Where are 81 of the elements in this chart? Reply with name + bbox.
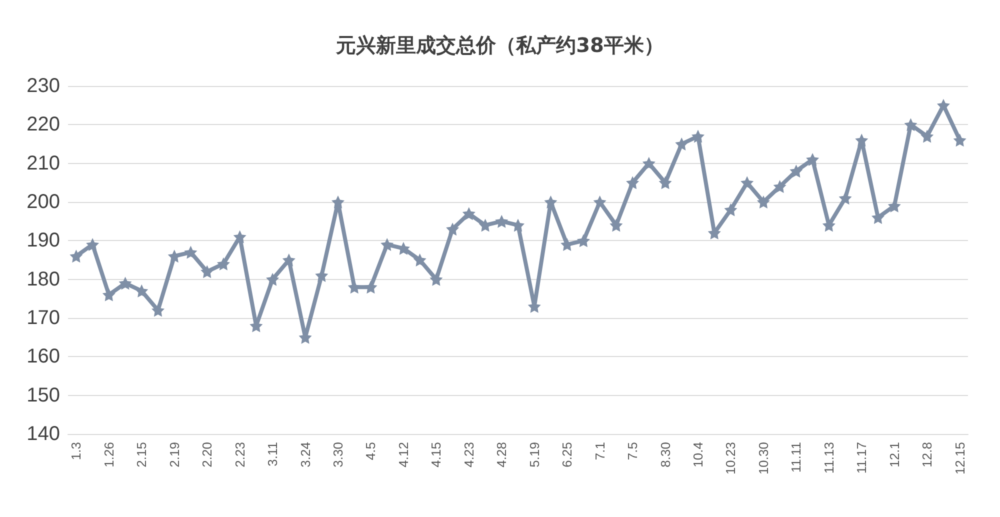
point (282, 254, 296, 266)
point (315, 268, 328, 282)
x-tick-label: 12.1 (886, 442, 902, 468)
x-tick-label: 3.11 (265, 442, 280, 466)
x-tick-label: 7.5 (625, 442, 640, 460)
point (413, 254, 426, 266)
point (102, 288, 116, 302)
point (642, 156, 656, 170)
x-tick-label: 12.15 (952, 442, 968, 475)
x-tick-label: 10.4 (690, 442, 706, 468)
point (920, 130, 934, 143)
point (773, 180, 786, 194)
x-tick-label: 2.20 (200, 442, 215, 468)
point (380, 238, 394, 252)
x-tick-label: 10.23 (723, 442, 738, 475)
point (740, 176, 754, 190)
x-tick-label: 4.23 (461, 442, 476, 468)
x-tick-label: 1.26 (101, 442, 116, 468)
x-tick-label: 10.30 (756, 442, 771, 475)
y-tick-label: 170 (26, 307, 60, 329)
y-tick-label: 140 (26, 423, 60, 445)
point (200, 265, 214, 278)
point (544, 196, 558, 208)
point (152, 304, 164, 317)
y-tick-label: 200 (26, 191, 60, 213)
point (658, 176, 672, 190)
x-tick-label: 4.28 (494, 442, 510, 468)
point (675, 138, 688, 150)
point (495, 214, 508, 228)
point (266, 272, 280, 286)
y-tick-label: 190 (26, 230, 60, 252)
x-tick-label: 2.15 (134, 442, 150, 468)
point (462, 207, 476, 220)
point (904, 118, 918, 132)
point (806, 152, 820, 166)
y-tick-label: 180 (26, 268, 60, 290)
x-tick-label: 3.24 (298, 442, 313, 468)
x-tick-label: 1.3 (68, 442, 84, 460)
x-tick-label: 2.19 (166, 442, 182, 468)
x-tick-label: 8.30 (658, 442, 673, 468)
point (184, 246, 198, 259)
point (446, 222, 460, 236)
point (626, 176, 640, 190)
y-tick-label: 220 (26, 114, 60, 136)
point (855, 134, 868, 147)
x-tick-label: 12.8 (920, 442, 935, 468)
point (86, 238, 100, 252)
x-tick-label: 4.12 (396, 442, 411, 468)
y-tick-label: 210 (26, 152, 60, 174)
x-tick-label: 3.30 (330, 442, 346, 468)
y-tick-label: 160 (26, 346, 60, 368)
point (953, 134, 966, 147)
point (70, 250, 83, 263)
point (233, 230, 246, 244)
point (838, 192, 852, 205)
y-tick-label: 150 (26, 384, 60, 406)
point (364, 280, 378, 294)
point (135, 284, 148, 298)
x-tick-label: 11.17 (854, 442, 870, 474)
point (216, 257, 230, 270)
point (576, 234, 590, 248)
y-tick-label: 230 (26, 75, 60, 97)
point (790, 164, 803, 178)
x-tick-label: 4.15 (428, 442, 444, 468)
point (332, 196, 344, 208)
x-tick-label: 11.13 (821, 442, 836, 474)
x-tick-label: 5.19 (526, 442, 542, 468)
point (724, 203, 738, 216)
x-tick-label: 11.11 (788, 442, 804, 473)
x-tick-label: 2.23 (232, 442, 248, 468)
chart-title: 元兴新里成交总价（私产约38平米） (335, 33, 664, 57)
x-tick-label: 7.1 (592, 442, 608, 460)
point (512, 218, 524, 232)
point (430, 272, 443, 286)
point (610, 218, 623, 232)
point (593, 196, 606, 208)
x-tick-label: 6.25 (560, 442, 575, 468)
point (692, 130, 704, 143)
x-tick-label: 4.5 (363, 442, 378, 460)
point (756, 196, 770, 208)
point (118, 276, 132, 290)
